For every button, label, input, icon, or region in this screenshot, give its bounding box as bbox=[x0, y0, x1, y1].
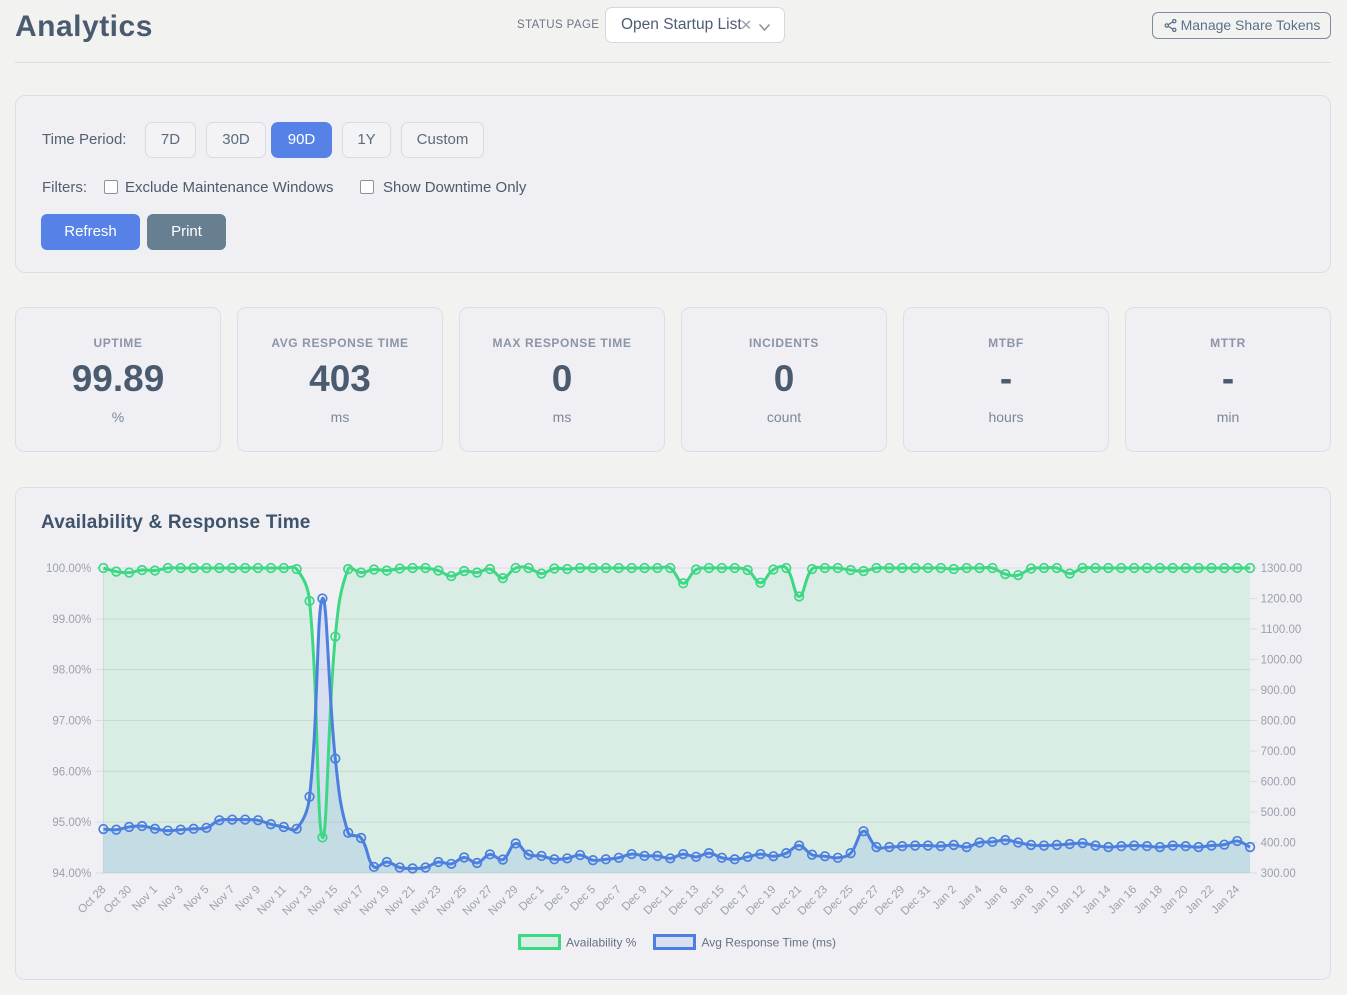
svg-text:500.00: 500.00 bbox=[1261, 807, 1296, 819]
svg-text:Dec 7: Dec 7 bbox=[594, 884, 624, 914]
svg-text:95.00%: 95.00% bbox=[52, 817, 91, 829]
svg-text:1100.00: 1100.00 bbox=[1261, 624, 1302, 636]
svg-text:400.00: 400.00 bbox=[1261, 838, 1296, 850]
svg-text:1200.00: 1200.00 bbox=[1261, 594, 1303, 606]
svg-text:100.00%: 100.00% bbox=[46, 563, 91, 575]
svg-text:1000.00: 1000.00 bbox=[1261, 655, 1303, 667]
svg-text:Jan 6: Jan 6 bbox=[982, 884, 1010, 912]
svg-text:Dec 3: Dec 3 bbox=[543, 884, 573, 914]
svg-text:300.00: 300.00 bbox=[1261, 868, 1296, 880]
svg-text:Nov 7: Nov 7 bbox=[208, 884, 238, 914]
svg-text:600.00: 600.00 bbox=[1261, 777, 1296, 789]
svg-text:Dec 1: Dec 1 bbox=[517, 884, 547, 914]
svg-text:800.00: 800.00 bbox=[1261, 716, 1296, 728]
svg-text:96.00%: 96.00% bbox=[52, 766, 91, 778]
svg-text:Jan 2: Jan 2 bbox=[931, 884, 959, 912]
svg-text:Nov 5: Nov 5 bbox=[182, 884, 212, 914]
svg-text:94.00%: 94.00% bbox=[52, 868, 91, 880]
svg-text:98.00%: 98.00% bbox=[52, 665, 91, 677]
svg-text:Jan 4: Jan 4 bbox=[956, 883, 985, 912]
svg-text:Dec 5: Dec 5 bbox=[568, 884, 598, 914]
svg-text:Dec 31: Dec 31 bbox=[899, 884, 933, 918]
svg-text:Jan 24: Jan 24 bbox=[1209, 883, 1242, 916]
svg-text:99.00%: 99.00% bbox=[52, 614, 91, 626]
svg-text:Nov 1: Nov 1 bbox=[130, 884, 160, 914]
svg-text:700.00: 700.00 bbox=[1261, 746, 1296, 758]
svg-text:Oct 30: Oct 30 bbox=[102, 884, 134, 916]
svg-text:Nov 29: Nov 29 bbox=[487, 884, 521, 918]
svg-text:Oct 28: Oct 28 bbox=[76, 884, 108, 916]
svg-text:1300.00: 1300.00 bbox=[1261, 563, 1303, 575]
svg-text:Nov 3: Nov 3 bbox=[156, 884, 186, 914]
svg-text:97.00%: 97.00% bbox=[52, 716, 91, 728]
svg-text:900.00: 900.00 bbox=[1261, 685, 1296, 697]
